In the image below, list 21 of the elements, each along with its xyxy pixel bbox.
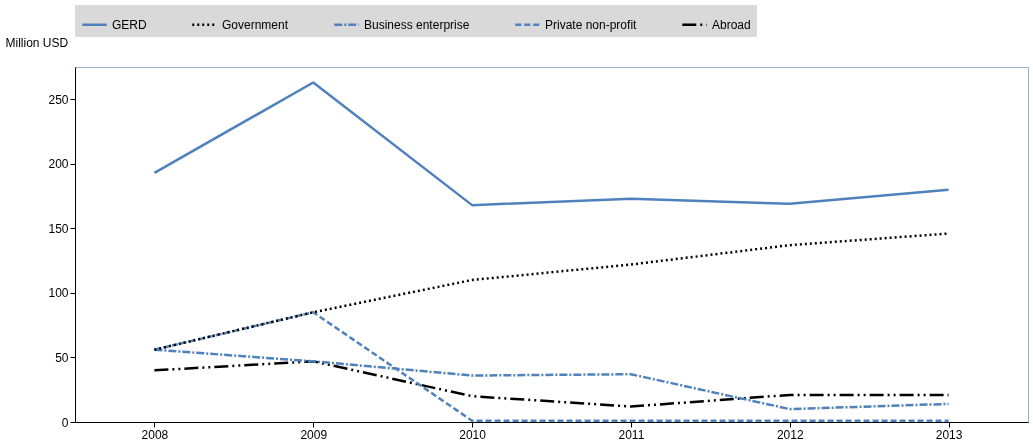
line-series — [153, 81, 950, 207]
y-tick-label: 200 — [48, 157, 69, 172]
x-tick-label: 2013 — [935, 427, 963, 442]
legend-label: Business enterprise — [364, 17, 470, 32]
y-tick-label: 0 — [61, 415, 69, 430]
x-tick-label: 2010 — [459, 427, 487, 442]
y-tick-label: 150 — [48, 221, 69, 236]
y-axis-title: Million USD — [5, 35, 69, 50]
legend-label: Abroad — [712, 17, 751, 32]
y-tick-label: 50 — [55, 350, 69, 365]
line-series — [153, 232, 950, 351]
x-tick-label: 2011 — [618, 427, 645, 442]
legend-label: Private non-profit — [545, 17, 638, 32]
x-tick-label: 2009 — [300, 427, 328, 442]
y-tick-label: 250 — [48, 92, 69, 107]
x-tick-label: 2008 — [141, 427, 169, 442]
legend-label: Government — [222, 17, 289, 32]
line-series — [153, 360, 950, 408]
x-tick-label: 2012 — [776, 427, 804, 442]
y-tick-label: 100 — [48, 286, 69, 301]
legend-label: GERD — [112, 17, 147, 32]
